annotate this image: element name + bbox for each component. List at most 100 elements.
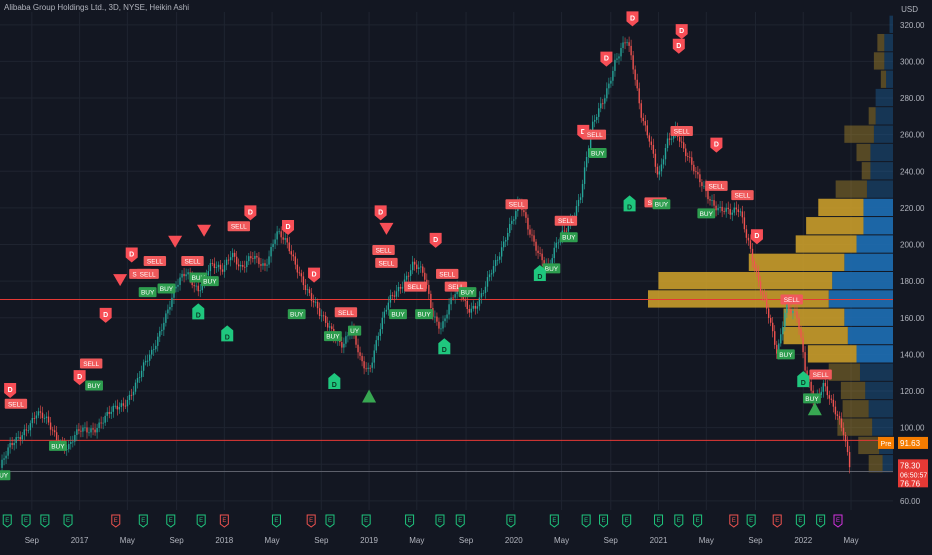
buy-signal-label [776, 349, 795, 360]
candle-body [784, 312, 786, 328]
candle-body [197, 285, 199, 292]
candle-body [474, 305, 477, 309]
volume-profile-gold-bar [868, 455, 883, 473]
candle-body [707, 191, 709, 200]
candle-body [494, 260, 497, 267]
candle-body [632, 55, 634, 70]
candle-body [626, 42, 628, 44]
sell-signal-label [79, 358, 103, 369]
candle-body [563, 230, 566, 232]
candle-body [565, 230, 568, 232]
buy-signal-label [389, 309, 407, 320]
candle-body [118, 407, 121, 410]
candle-body [774, 331, 776, 345]
candle-body [776, 344, 778, 354]
earnings-marker [166, 514, 176, 528]
d-signal-text: D [103, 312, 108, 319]
candle-body [242, 265, 244, 267]
candle-body [440, 328, 442, 330]
candle-body [634, 69, 636, 80]
candle-body [587, 148, 590, 158]
volume-profile-blue-bar [844, 308, 893, 326]
buy-signal-label [458, 287, 477, 298]
candle-body [116, 405, 119, 410]
sell-signal-label [670, 126, 693, 137]
sell-signal-text: SELL [735, 193, 751, 200]
earnings-marker [833, 514, 843, 528]
candle-body [660, 164, 663, 172]
candle-body [49, 422, 52, 430]
d-signal-marker [374, 205, 387, 221]
candle-body [53, 430, 56, 433]
x-tick-label: 2019 [360, 536, 378, 545]
candle-body [199, 290, 201, 292]
sell-signal-text: SELL [439, 271, 455, 278]
down-triangle-marker [379, 222, 394, 235]
candle-body [468, 309, 470, 313]
candle-body [264, 263, 266, 266]
candle-body [531, 234, 533, 236]
candle-body [1, 459, 3, 468]
volume-profile-blue-bar [872, 418, 893, 436]
candle-body [33, 418, 36, 419]
candle-body [134, 382, 137, 392]
candle-body [640, 103, 642, 118]
candle-body [391, 295, 394, 296]
volume-profile-gold-bar [856, 143, 871, 162]
green-d-marker [192, 303, 205, 320]
candle-body [719, 206, 721, 208]
candle-body [442, 321, 444, 329]
d-signal-text: D [630, 15, 635, 22]
earnings-marker-text: E [798, 518, 802, 524]
volume-profile-blue-bar [870, 162, 893, 180]
earnings-marker-text: E [438, 518, 442, 524]
candle-body [231, 252, 234, 258]
d-signal-text: D [754, 233, 759, 240]
sell-signal-text: SELL [708, 183, 724, 190]
volume-profile-blue-bar [844, 253, 893, 271]
candle-body [9, 443, 11, 448]
last-price-text: 78.30 [900, 461, 921, 470]
candle-body [148, 354, 151, 361]
x-tick-label: 2017 [71, 536, 89, 545]
x-tick-label: Sep [25, 536, 40, 545]
candle-body [662, 159, 665, 165]
d-signal-text: D [248, 209, 253, 216]
candle-body [842, 427, 845, 435]
candle-body [763, 294, 766, 299]
sell-signal-label [375, 257, 398, 268]
candle-body [502, 241, 505, 248]
candle-body [329, 326, 331, 328]
buy-signal-text: BUY [87, 383, 101, 390]
x-tick-label: Sep [459, 536, 474, 545]
up-triangle-marker [807, 402, 822, 416]
x-tick-label: 2018 [215, 536, 233, 545]
candle-body [233, 252, 236, 257]
candle-body [132, 391, 135, 396]
candle-body [310, 293, 313, 301]
candle-body [98, 422, 100, 429]
sell-signal-label [334, 307, 358, 318]
candle-body [753, 261, 756, 269]
candle-body [422, 266, 424, 273]
candle-body [181, 273, 183, 278]
candle-body [140, 370, 143, 378]
d-signal-marker [99, 307, 112, 323]
candle-body [126, 399, 129, 407]
candle-body [411, 261, 414, 271]
candle-body [209, 263, 212, 272]
candle-body [120, 403, 123, 408]
candle-body [318, 308, 321, 317]
buy-signal-text: BUY [192, 275, 206, 282]
earnings-marker-text: E [732, 518, 736, 524]
candle-body [838, 415, 841, 419]
earnings-marker-text: E [625, 518, 629, 524]
candle-body [324, 315, 327, 323]
candle-body [401, 287, 404, 289]
volume-profile-gold-bar [828, 363, 860, 381]
candle-body [167, 309, 169, 314]
earnings-marker-text: E [274, 518, 278, 524]
earnings-marker [196, 514, 206, 528]
